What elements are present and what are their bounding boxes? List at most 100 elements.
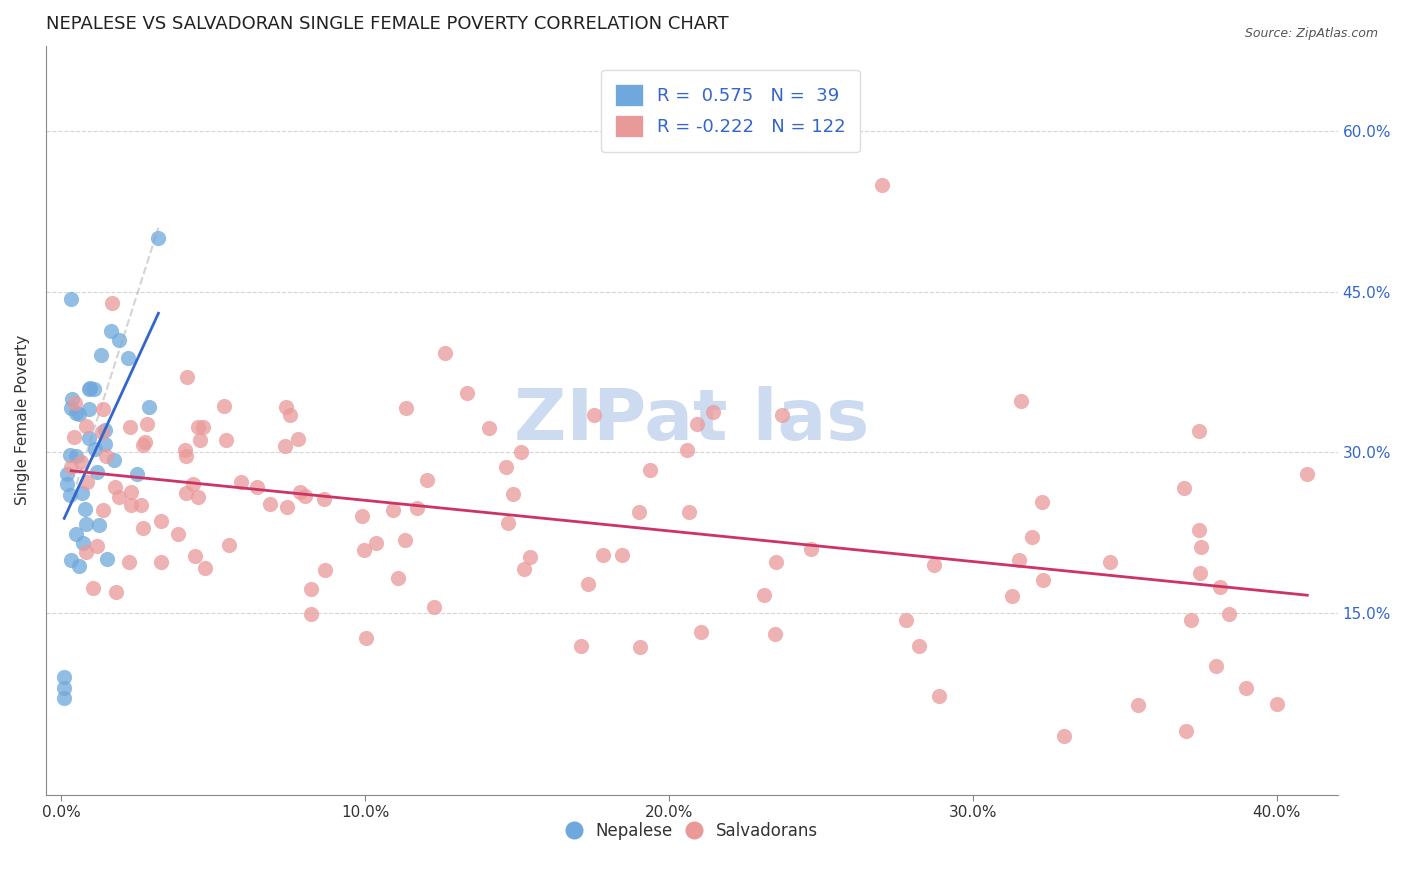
Point [628,640,651,654]
Point [148,231,170,245]
Point [134,435,156,450]
Point [456,386,478,401]
Point [299,607,322,621]
Text: ZIPat las: ZIPat las [515,385,869,455]
Point [75,517,97,532]
Point [86,465,108,479]
Point [354,631,377,645]
Point [70,486,93,500]
Point [1188,424,1211,438]
Point [1126,698,1149,712]
Point [246,480,269,494]
Point [60,460,83,475]
Point [299,582,322,597]
Point [1236,681,1258,695]
Point [1032,573,1054,587]
Point [129,498,152,512]
Point [406,501,429,516]
Point [174,486,197,500]
Point [91,425,114,439]
Point [93,423,115,437]
Point [94,449,117,463]
Point [495,459,517,474]
Point [96,552,118,566]
Point [194,560,217,574]
Point [127,467,149,481]
Point [395,401,418,415]
Point [1296,467,1319,481]
Point [1189,541,1212,555]
Point [583,409,606,423]
Point [72,536,94,550]
Point [60,292,83,306]
Point [103,453,125,467]
Point [60,392,83,407]
Point [132,437,155,451]
Point [1010,393,1032,408]
Point [1218,607,1240,621]
Point [278,408,301,422]
Point [91,401,114,416]
Point [118,420,141,434]
Point [65,526,87,541]
Point [1174,723,1197,738]
Point [107,490,129,504]
Point [120,485,142,500]
Point [77,382,100,396]
Point [592,548,614,562]
Point [67,407,90,421]
Point [70,455,93,469]
Point [1173,481,1195,495]
Point [638,462,661,476]
Point [1007,553,1029,567]
Point [104,584,127,599]
Point [870,178,893,192]
Point [58,448,80,462]
Point [53,691,76,706]
Point [75,419,97,434]
Point [763,627,786,641]
Point [350,508,373,523]
Point [174,442,197,457]
Point [513,562,536,576]
Point [84,442,107,456]
Point [519,549,541,564]
Point [498,516,520,531]
Point [104,480,127,494]
Point [56,467,79,481]
Point [312,491,335,506]
Y-axis label: Single Female Poverty: Single Female Poverty [15,335,30,505]
Point [689,624,711,639]
Point [191,419,214,434]
Point [136,417,159,431]
Point [1053,729,1076,743]
Point [65,449,87,463]
Point [187,490,209,504]
Point [63,395,86,409]
Point [770,409,793,423]
Point [1098,555,1121,569]
Point [314,563,336,577]
Point [89,517,111,532]
Point [187,419,209,434]
Point [288,485,311,500]
Point [100,296,122,310]
Point [1021,530,1043,544]
Point [90,348,112,362]
Point [118,555,141,569]
Point [423,600,446,615]
Point [922,558,945,572]
Point [628,505,651,519]
Point [274,400,297,414]
Point [75,502,97,516]
Point [686,417,709,432]
Text: Source: ZipAtlas.com: Source: ZipAtlas.com [1244,27,1378,40]
Point [908,640,931,654]
Point [174,449,197,463]
Point [610,548,633,562]
Point [576,577,599,591]
Point [502,487,524,501]
Point [754,588,776,602]
Point [1031,495,1053,509]
Point [138,400,160,414]
